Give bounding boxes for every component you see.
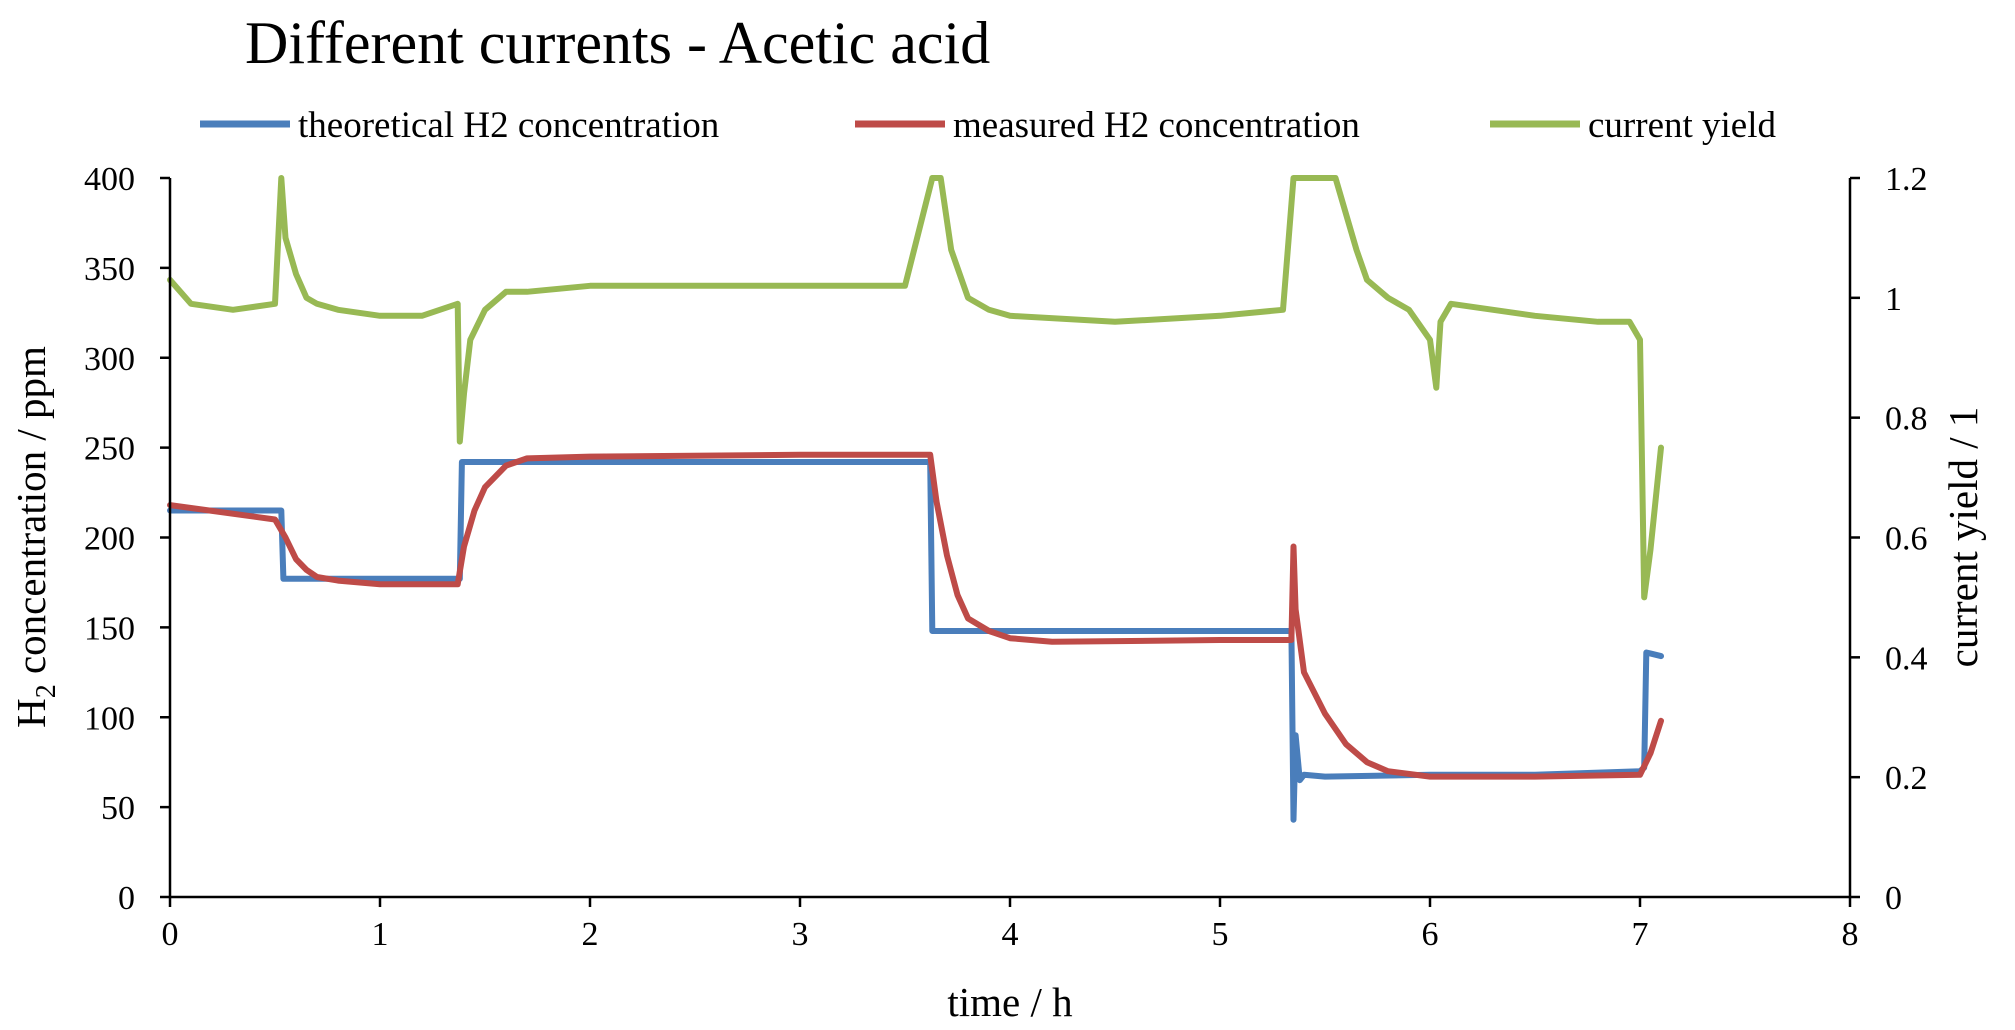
y-tick-label: 150 <box>84 610 135 647</box>
y2-tick-label: 0.8 <box>1885 401 1928 438</box>
y-tick-label: 100 <box>84 700 135 737</box>
y2-axis-label: current yield / 1 <box>1940 407 1986 668</box>
x-tick-label: 3 <box>792 916 809 953</box>
series-line-theoretical <box>167 459 1664 823</box>
legend-label-current-yield: current yield <box>1588 105 1776 146</box>
x-tick-label: 2 <box>582 916 599 953</box>
y-axis-label-main: H <box>8 698 54 728</box>
y-tick-label: 250 <box>84 431 135 468</box>
y2-tick-label: 0.2 <box>1885 760 1928 797</box>
y-axis-ticks: 0 50 100 150 200 250 300 350 400 <box>84 161 170 917</box>
y-tick-label: 300 <box>84 341 135 378</box>
y2-tick-label: 0 <box>1885 880 1902 917</box>
y2-axis-ticks: 0 0.2 0.4 0.6 0.8 1 1.2 <box>1850 161 1928 917</box>
series-layer <box>167 175 1664 823</box>
y2-tick-label: 1 <box>1885 281 1902 318</box>
y-axis-label: H2 concentration / ppm <box>8 346 62 728</box>
x-tick-label: 1 <box>372 916 389 953</box>
legend-label-measured: measured H2 concentration <box>953 105 1360 146</box>
y-axis-label-subscript: 2 <box>31 684 62 698</box>
x-tick-label: 0 <box>162 916 179 953</box>
y2-tick-label: 0.4 <box>1885 640 1928 677</box>
chart-title: Different currents - Acetic acid <box>245 10 990 76</box>
y-tick-label: 0 <box>118 880 135 917</box>
y2-tick-label: 0.6 <box>1885 521 1928 558</box>
y2-tick-label: 1.2 <box>1885 161 1928 198</box>
x-tick-label: 6 <box>1422 916 1439 953</box>
x-axis-label: time / h <box>947 979 1072 1025</box>
series-line-measured <box>167 451 1664 780</box>
y-tick-label: 350 <box>84 251 135 288</box>
y-tick-label: 400 <box>84 161 135 198</box>
y-axis-label-rest: concentration / ppm <box>8 346 54 684</box>
x-tick-label: 8 <box>1842 916 1859 953</box>
x-tick-label: 7 <box>1632 916 1649 953</box>
legend-label-theoretical: theoretical H2 concentration <box>298 105 719 146</box>
x-axis-ticks: 0 1 2 3 4 5 6 7 8 <box>162 897 1859 953</box>
x-tick-label: 5 <box>1212 916 1229 953</box>
series-line-current-yield <box>167 175 1664 601</box>
x-tick-label: 4 <box>1002 916 1019 953</box>
y-tick-label: 50 <box>101 790 135 827</box>
legend: theoretical H2 concentration measured H2… <box>200 105 1776 146</box>
y-tick-label: 200 <box>84 521 135 558</box>
